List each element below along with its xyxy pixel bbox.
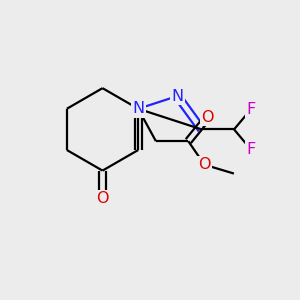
Text: N: N bbox=[171, 88, 184, 104]
Text: F: F bbox=[247, 142, 256, 157]
Text: N: N bbox=[132, 101, 144, 116]
Text: F: F bbox=[247, 102, 256, 117]
Text: O: O bbox=[201, 110, 214, 125]
Text: O: O bbox=[96, 191, 109, 206]
Text: O: O bbox=[198, 157, 211, 172]
